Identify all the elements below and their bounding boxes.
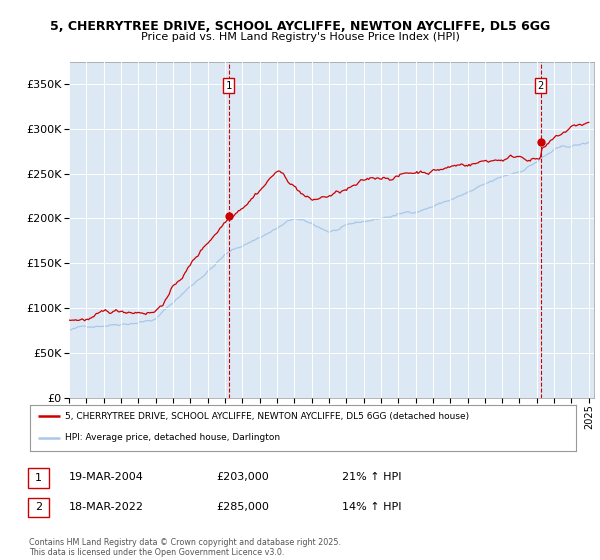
Text: 5, CHERRYTREE DRIVE, SCHOOL AYCLIFFE, NEWTON AYCLIFFE, DL5 6GG: 5, CHERRYTREE DRIVE, SCHOOL AYCLIFFE, NE…: [50, 20, 550, 32]
Text: HPI: Average price, detached house, Darlington: HPI: Average price, detached house, Darl…: [65, 433, 281, 442]
Text: 1: 1: [226, 81, 232, 91]
Text: 14% ↑ HPI: 14% ↑ HPI: [342, 502, 401, 512]
Text: 2: 2: [35, 502, 42, 512]
Text: Price paid vs. HM Land Registry's House Price Index (HPI): Price paid vs. HM Land Registry's House …: [140, 32, 460, 43]
Text: Contains HM Land Registry data © Crown copyright and database right 2025.
This d: Contains HM Land Registry data © Crown c…: [29, 538, 341, 557]
Text: 2: 2: [538, 81, 544, 91]
Text: £285,000: £285,000: [216, 502, 269, 512]
Text: 21% ↑ HPI: 21% ↑ HPI: [342, 472, 401, 482]
Text: 18-MAR-2022: 18-MAR-2022: [69, 502, 144, 512]
Text: 19-MAR-2004: 19-MAR-2004: [69, 472, 144, 482]
Text: 1: 1: [35, 473, 42, 483]
Text: 5, CHERRYTREE DRIVE, SCHOOL AYCLIFFE, NEWTON AYCLIFFE, DL5 6GG (detached house): 5, CHERRYTREE DRIVE, SCHOOL AYCLIFFE, NE…: [65, 412, 470, 421]
Text: £203,000: £203,000: [216, 472, 269, 482]
